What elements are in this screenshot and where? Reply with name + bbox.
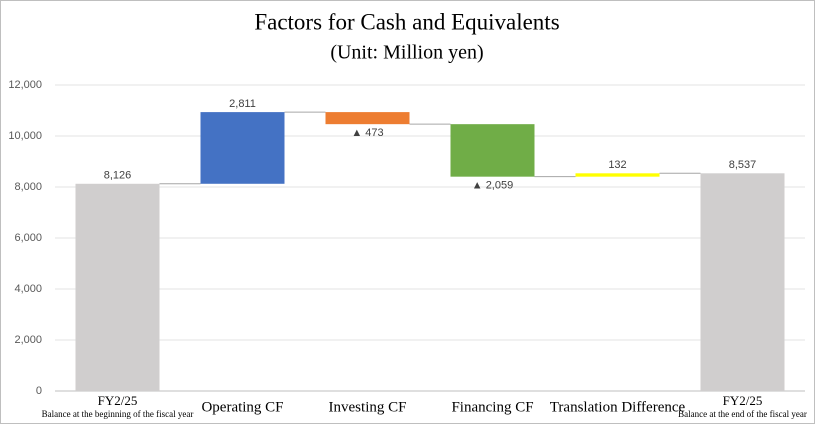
y-tick-label: 0 (36, 385, 42, 397)
bar (325, 112, 410, 125)
data-label: 8,126 (104, 170, 132, 182)
y-tick-label: 10,000 (8, 130, 42, 142)
bar (450, 124, 535, 177)
y-tick-label: 8,000 (14, 181, 42, 193)
x-tick-label: Translation Difference (550, 399, 686, 415)
chart-subtitle: (Unit: Million yen) (330, 42, 483, 64)
y-tick-label: 6,000 (14, 232, 42, 244)
bar (575, 173, 660, 177)
x-tick-note: Balance at the end of the fiscal year (678, 409, 807, 419)
x-tick-label: FY2/25 (98, 393, 138, 408)
x-tick-label: Investing CF (329, 399, 407, 415)
data-label: ▲ 2,059 (472, 180, 513, 192)
x-tick-label: Financing CF (451, 399, 533, 415)
x-tick-label: Operating CF (201, 399, 283, 415)
y-tick-label: 2,000 (14, 334, 42, 346)
bar (200, 112, 285, 184)
data-label: 132 (608, 159, 626, 171)
x-tick-note: Balance at the beginning of the fiscal y… (42, 409, 194, 419)
y-tick-label: 12,000 (8, 79, 42, 91)
data-label: ▲ 473 (351, 127, 383, 139)
chart-title: Factors for Cash and Equivalents (254, 9, 559, 34)
y-tick-label: 4,000 (14, 283, 42, 295)
bar (700, 173, 785, 391)
bar (75, 183, 160, 391)
data-label: 2,811 (229, 98, 256, 110)
data-label: 8,537 (729, 159, 757, 171)
x-tick-label: FY2/25 (723, 393, 763, 408)
